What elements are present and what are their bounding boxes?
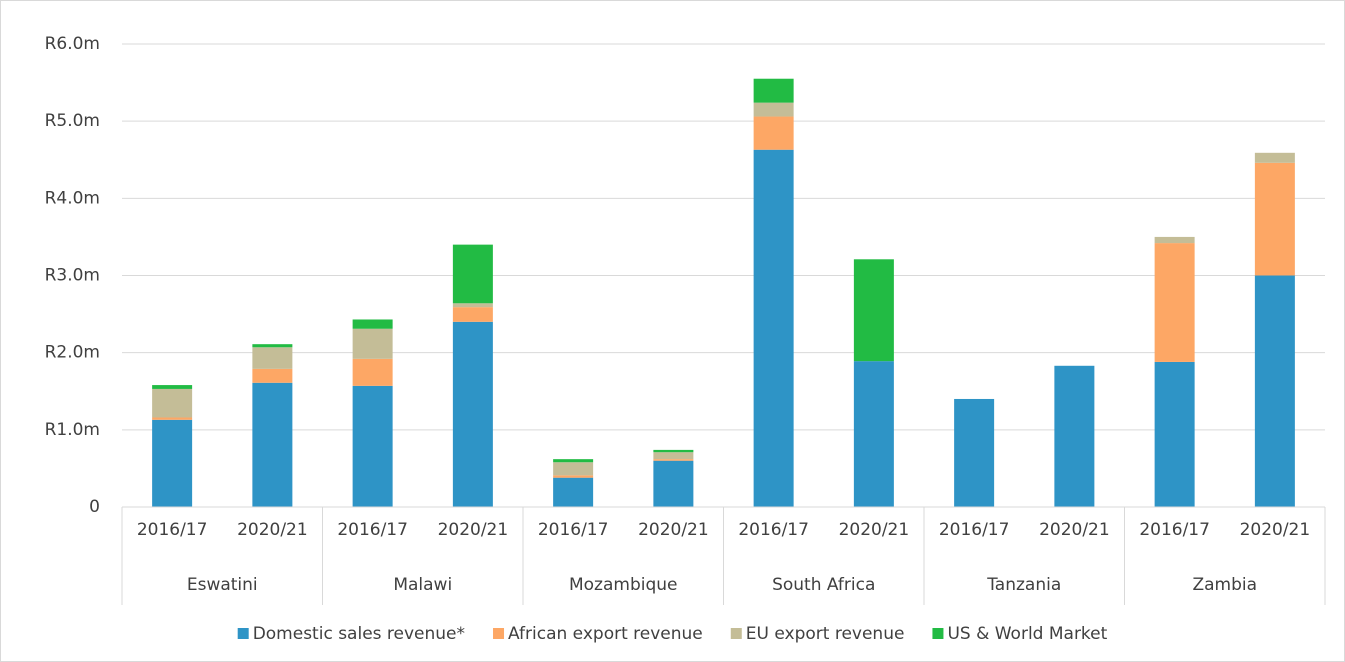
bar-segment bbox=[1154, 236, 1195, 244]
group-label: Mozambique bbox=[569, 575, 678, 595]
y-tick-label: R4.0m bbox=[45, 188, 100, 208]
legend-label: African export revenue bbox=[508, 624, 703, 644]
bar-segment bbox=[452, 307, 493, 322]
x-tick-label: 2020/21 bbox=[1039, 520, 1110, 540]
group-label: Tanzania bbox=[986, 575, 1061, 595]
bar-segment bbox=[1154, 243, 1195, 362]
bar-segment bbox=[753, 102, 794, 117]
legend-swatch bbox=[493, 628, 505, 639]
bar-segment bbox=[954, 398, 995, 507]
bar-segment bbox=[653, 459, 694, 461]
bar-segment bbox=[853, 361, 894, 507]
group-label: Zambia bbox=[1192, 575, 1257, 595]
bar-segment bbox=[753, 116, 794, 150]
bar-segment bbox=[1054, 365, 1095, 507]
bar-segment bbox=[352, 319, 393, 329]
bar-segment bbox=[352, 328, 393, 359]
bar-segment bbox=[152, 417, 193, 420]
bar-segment bbox=[252, 344, 293, 348]
legend-label: EU export revenue bbox=[746, 624, 905, 644]
bar-segment bbox=[1254, 152, 1295, 163]
bar-segment bbox=[1154, 361, 1195, 507]
y-tick-label: R6.0m bbox=[45, 34, 100, 54]
y-tick-label: R3.0m bbox=[45, 266, 100, 286]
group-label: South Africa bbox=[772, 575, 875, 595]
x-tick-label: 2016/17 bbox=[538, 520, 609, 540]
bar-segment bbox=[853, 259, 894, 362]
bar-segment bbox=[653, 460, 694, 507]
bar-segment bbox=[553, 475, 594, 478]
bar-segment bbox=[1254, 162, 1295, 276]
bar-segment bbox=[352, 385, 393, 507]
bar-segment bbox=[452, 321, 493, 507]
legend-swatch bbox=[730, 628, 742, 639]
bar-segment bbox=[553, 459, 594, 463]
bar-segment bbox=[252, 382, 293, 507]
bar-segment bbox=[553, 477, 594, 507]
x-tick-label: 2016/17 bbox=[939, 520, 1010, 540]
bar-segment bbox=[152, 385, 193, 389]
bar-segment bbox=[553, 462, 594, 476]
bar-segment bbox=[653, 452, 694, 460]
x-tick-label: 2016/17 bbox=[738, 520, 809, 540]
bar-segment bbox=[452, 303, 493, 308]
bar-segment bbox=[352, 358, 393, 386]
bar-segment bbox=[1254, 275, 1295, 507]
y-tick-label: 0 bbox=[89, 497, 100, 517]
x-tick-label: 2020/21 bbox=[1240, 520, 1311, 540]
y-tick-label: R2.0m bbox=[45, 343, 100, 363]
bar-segment bbox=[152, 419, 193, 507]
y-tick-label: R5.0m bbox=[45, 111, 100, 131]
group-label: Eswatini bbox=[187, 575, 258, 595]
group-label: Malawi bbox=[393, 575, 452, 595]
legend-swatch bbox=[932, 628, 944, 639]
x-tick-label: 2020/21 bbox=[638, 520, 709, 540]
bar-segment bbox=[252, 368, 293, 383]
bar-segment bbox=[653, 449, 694, 453]
bar-segment bbox=[252, 347, 293, 369]
legend-label: US & World Market bbox=[947, 624, 1107, 644]
bar-segment bbox=[152, 388, 193, 418]
x-tick-label: 2016/17 bbox=[337, 520, 408, 540]
x-tick-label: 2016/17 bbox=[1139, 520, 1210, 540]
legend-swatch bbox=[237, 628, 249, 639]
x-tick-label: 2020/21 bbox=[237, 520, 308, 540]
x-tick-label: 2020/21 bbox=[438, 520, 509, 540]
bar-segment bbox=[753, 78, 794, 103]
x-tick-label: 2020/21 bbox=[839, 520, 910, 540]
x-tick-label: 2016/17 bbox=[137, 520, 208, 540]
bar-segment bbox=[452, 244, 493, 304]
legend-label: Domestic sales revenue* bbox=[253, 624, 465, 644]
bar-segment bbox=[753, 149, 794, 508]
y-tick-label: R1.0m bbox=[45, 420, 100, 440]
